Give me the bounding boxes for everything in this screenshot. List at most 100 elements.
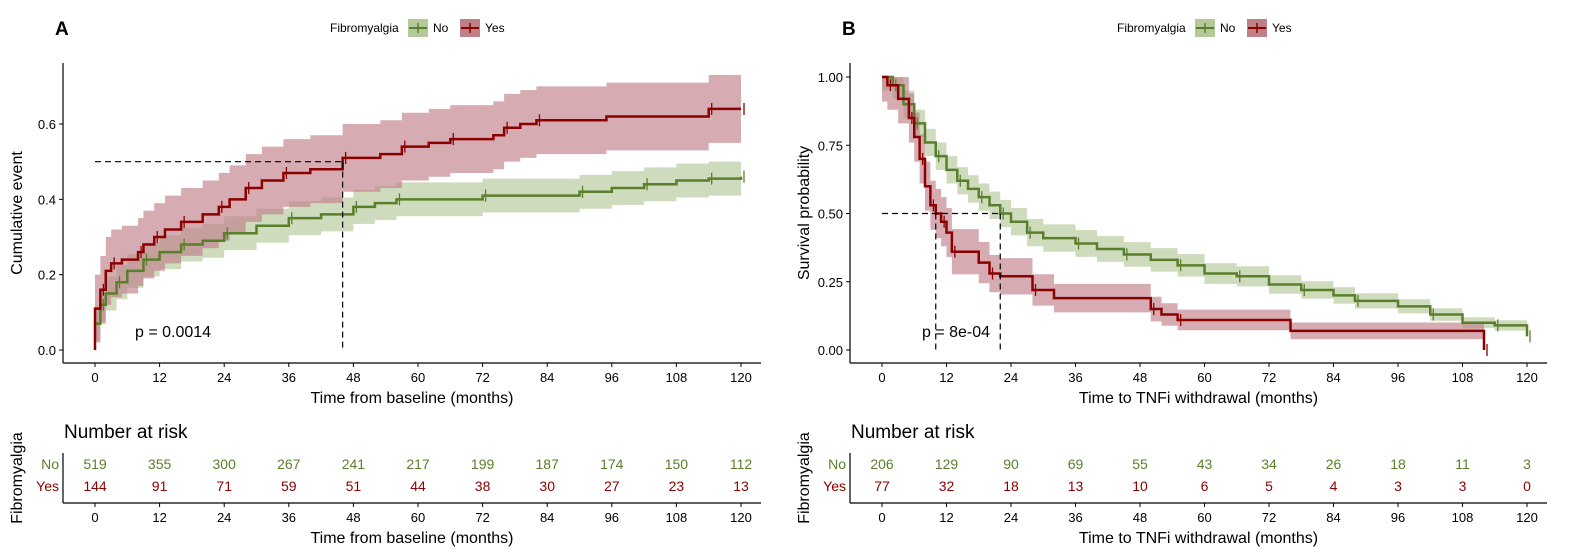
risk-count: 27: [604, 478, 620, 494]
risk-count: 11: [1455, 456, 1470, 472]
ci-band-no: [882, 77, 1527, 341]
risk-count: 13: [733, 478, 749, 494]
x-tick-label: 72: [475, 370, 489, 385]
x-tick-label: 84: [1326, 370, 1340, 385]
risk-count: 4: [1330, 478, 1338, 494]
x-tick-label: 48: [346, 370, 360, 385]
risk-count: 23: [669, 478, 685, 494]
curve-yes: [882, 75, 1486, 350]
x-tick-label: 96: [1391, 370, 1405, 385]
risk-count: 90: [1003, 456, 1019, 472]
risk-count: 51: [346, 478, 362, 494]
curve-no: [882, 75, 1529, 337]
risk-table-title: Number at risk: [851, 422, 975, 443]
risk-count: 77: [874, 478, 890, 494]
x-tick-label: 36: [282, 370, 296, 385]
risk-x-tick-label: 12: [152, 510, 166, 525]
risk-count: 150: [665, 456, 689, 472]
y-tick-label: 0.50: [818, 207, 843, 222]
x-tick-label: 24: [1004, 370, 1018, 385]
legend-title: Fibromyalgia: [1117, 21, 1186, 35]
risk-x-tick-label: 120: [730, 510, 752, 525]
risk-x-tick-label: 72: [1262, 510, 1276, 525]
x-tick-label: 12: [152, 370, 166, 385]
risk-count: 69: [1068, 456, 1084, 472]
risk-x-tick-label: 0: [878, 510, 885, 525]
risk-count: 217: [406, 456, 430, 472]
risk-count: 174: [600, 456, 624, 472]
risk-x-tick-label: 48: [1133, 510, 1147, 525]
y-tick-label: 0.0: [38, 343, 56, 358]
x-tick-label: 12: [939, 370, 953, 385]
risk-count: 199: [471, 456, 495, 472]
legend-label-yes: Yes: [1272, 21, 1292, 35]
risk-count: 18: [1390, 456, 1406, 472]
x-axis-title: Time to TNFi withdrawal (months): [1079, 390, 1318, 407]
risk-count: 26: [1326, 456, 1342, 472]
x-tick-label: 108: [666, 370, 688, 385]
risk-x-tick-label: 60: [1197, 510, 1211, 525]
x-tick-label: 72: [1262, 370, 1276, 385]
x-tick-label: 48: [1133, 370, 1147, 385]
risk-y-axis-title: Fibromyalgia: [9, 432, 26, 524]
risk-x-tick-label: 96: [1391, 510, 1405, 525]
panel-a: A Fibromyalgia No Yes p = 0.0014 0.0 0.2 0.4 0.6…: [9, 19, 761, 547]
risk-count: 519: [83, 456, 107, 472]
legend-label-no: No: [1220, 21, 1236, 35]
ci-band-no: [95, 159, 741, 341]
panel-label: B: [842, 19, 856, 40]
risk-count: 300: [213, 456, 237, 472]
risk-count: 43: [1197, 456, 1213, 472]
risk-row-label-yes: Yes: [823, 478, 846, 494]
risk-count: 241: [342, 456, 366, 472]
risk-count: 30: [539, 478, 555, 494]
risk-x-axis-title: Time from baseline (months): [310, 530, 513, 547]
risk-x-tick-label: 96: [605, 510, 619, 525]
risk-x-tick-label: 60: [411, 510, 425, 525]
risk-count: 144: [83, 478, 107, 494]
risk-count: 59: [281, 478, 297, 494]
risk-count: 34: [1261, 456, 1277, 472]
curve-yes: [93, 107, 741, 350]
risk-count: 267: [277, 456, 301, 472]
risk-count: 355: [148, 456, 172, 472]
risk-count: 112: [730, 456, 753, 472]
x-axis-title: Time from baseline (months): [310, 390, 513, 407]
risk-x-tick-label: 24: [217, 510, 231, 525]
y-tick-label: 0.6: [38, 117, 56, 132]
risk-count: 10: [1132, 478, 1148, 494]
risk-row-label-no: No: [41, 456, 59, 472]
risk-y-axis-title: Fibromyalgia: [796, 432, 813, 524]
x-tick-label: 0: [91, 370, 98, 385]
risk-count: 129: [935, 456, 959, 472]
y-tick-label: 0.25: [818, 275, 843, 290]
panel-label: A: [55, 19, 69, 40]
risk-count: 206: [870, 456, 894, 472]
risk-row-label-no: No: [828, 456, 846, 472]
x-tick-label: 120: [1516, 370, 1538, 385]
risk-count: 32: [939, 478, 955, 494]
risk-x-tick-label: 84: [540, 510, 554, 525]
p-value: p = 8e-04: [922, 324, 990, 341]
risk-x-tick-label: 72: [475, 510, 489, 525]
y-tick-label: 1.00: [818, 70, 843, 85]
risk-x-tick-label: 36: [282, 510, 296, 525]
x-tick-label: 120: [730, 370, 752, 385]
y-tick-label: 0.75: [818, 138, 843, 153]
panel-b: B Fibromyalgia No Yes p = 8e-04 0.00 0.25 0.50 0…: [796, 19, 1547, 547]
risk-row-label-yes: Yes: [36, 478, 59, 494]
x-tick-label: 36: [1068, 370, 1082, 385]
risk-x-tick-label: 84: [1326, 510, 1340, 525]
y-tick-label: 0.00: [818, 343, 843, 358]
risk-count: 18: [1003, 478, 1019, 494]
risk-count: 3: [1523, 456, 1531, 472]
risk-count: 13: [1068, 478, 1084, 494]
y-tick-label: 0.4: [38, 192, 56, 207]
risk-count: 0: [1523, 478, 1531, 494]
risk-x-axis-title: Time to TNFi withdrawal (months): [1079, 530, 1318, 547]
risk-x-tick-label: 48: [346, 510, 360, 525]
x-tick-label: 0: [878, 370, 885, 385]
x-tick-label: 60: [1197, 370, 1211, 385]
x-tick-label: 84: [540, 370, 554, 385]
